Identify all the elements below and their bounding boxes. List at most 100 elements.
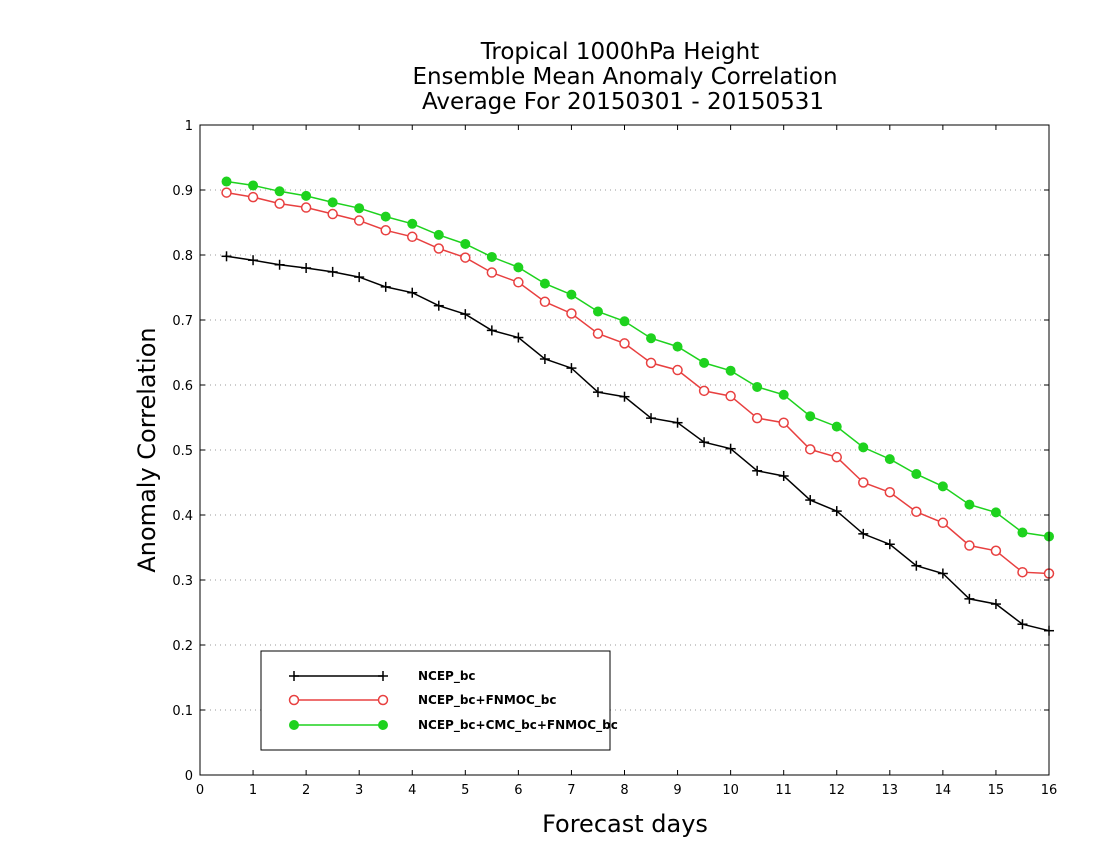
- title-line-3: Average For 20150301 - 20150531: [422, 89, 824, 115]
- data-point: [433, 229, 444, 240]
- data-point: [725, 390, 736, 402]
- legend-marker: [288, 694, 300, 706]
- data-point: [752, 465, 763, 476]
- legend-marker: [377, 694, 389, 706]
- legend-entry: NCEP_bc+FNMOC_bc: [288, 693, 557, 708]
- data-point: [858, 528, 869, 539]
- x-tick-label: 15: [988, 783, 1005, 798]
- x-tick-label: 9: [673, 783, 681, 798]
- data-point: [592, 387, 603, 398]
- data-point: [619, 316, 630, 327]
- data-point: [990, 545, 1002, 556]
- data-point: [884, 539, 895, 550]
- axes: 00.10.20.30.40.50.60.70.80.910 1 2 3 4 5 6 7 8 9 1…: [172, 119, 1057, 798]
- x-tick-label: 8: [620, 783, 628, 798]
- legend-label: NCEP_bc: [418, 669, 476, 684]
- legend: NCEP_bc NCEP_bc+FNMOC_bc NCEP_bc+CMC_bc+FN…: [260, 650, 618, 751]
- y-tick-label: 0.7: [172, 314, 193, 329]
- x-tick-label: 14: [935, 783, 952, 798]
- data-point: [301, 190, 312, 201]
- data-point: [221, 251, 232, 262]
- chart-title: Tropical 1000hPa Height Ensemble Mean An…: [412, 39, 837, 115]
- x-tick-label: 3: [355, 783, 363, 798]
- data-point: [301, 263, 312, 273]
- y-tick-label: 0.6: [172, 379, 193, 394]
- x-tick-label: 5: [461, 783, 469, 798]
- data-point: [354, 272, 365, 283]
- plot-series: [221, 176, 1055, 636]
- data-point: [513, 262, 524, 273]
- data-point: [1017, 619, 1028, 630]
- data-point: [380, 225, 391, 236]
- data-point: [964, 593, 975, 604]
- data-point: [513, 332, 524, 343]
- x-tick-label: 13: [882, 783, 899, 798]
- data-point: [964, 540, 975, 551]
- data-point: [884, 454, 895, 465]
- series-line: [226, 255, 1050, 632]
- y-tick-label: 0: [185, 769, 193, 784]
- data-point: [486, 325, 497, 336]
- data-point: [327, 197, 338, 208]
- y-tick-label: 0.9: [172, 184, 193, 199]
- legend-marker: [289, 671, 299, 681]
- data-point: [619, 391, 630, 402]
- data-point: [592, 328, 604, 339]
- data-point: [831, 421, 842, 432]
- data-point: [699, 357, 710, 368]
- legend-entry: NCEP_bc+CMC_bc+FNMOC_bc: [289, 718, 618, 733]
- x-tick-label: 2: [302, 783, 310, 798]
- legend-entry: NCEP_bc: [289, 669, 476, 684]
- data-point: [407, 231, 418, 243]
- data-point: [353, 215, 365, 226]
- data-point: [751, 412, 763, 424]
- data-point: [433, 300, 444, 311]
- data-point: [221, 176, 232, 187]
- data-point: [990, 599, 1001, 610]
- data-point: [433, 243, 445, 254]
- data-point: [486, 251, 497, 262]
- data-point: [566, 363, 577, 374]
- series-line: [226, 180, 1050, 538]
- data-point: [937, 517, 949, 529]
- data-point: [486, 267, 498, 278]
- legend-entries: NCEP_bc NCEP_bc+FNMOC_bc NCEP_bc+CMC_bc+FN…: [288, 669, 618, 733]
- data-point: [221, 187, 232, 198]
- data-point: [805, 495, 816, 506]
- data-point: [539, 354, 550, 364]
- x-tick-label: 11: [775, 783, 792, 798]
- data-point: [672, 417, 683, 428]
- data-point: [248, 180, 259, 191]
- data-point: [725, 365, 736, 376]
- data-point: [646, 333, 657, 344]
- legend-label: NCEP_bc+FNMOC_bc: [418, 693, 557, 708]
- x-tick-label: 10: [722, 783, 739, 798]
- data-point: [274, 186, 285, 197]
- title-line-2: Ensemble Mean Anomaly Correlation: [412, 64, 837, 90]
- data-point: [592, 306, 603, 317]
- data-point: [274, 259, 285, 270]
- data-point: [725, 443, 736, 454]
- data-point: [699, 437, 710, 448]
- series-3: [221, 176, 1054, 542]
- data-point: [831, 506, 842, 517]
- x-tick-label: 0: [196, 783, 204, 798]
- legend-marker: [289, 720, 299, 730]
- y-tick-label: 0.2: [172, 639, 193, 654]
- data-point: [539, 278, 550, 289]
- legend-label: NCEP_bc+CMC_bc+FNMOC_bc: [418, 718, 618, 733]
- data-point: [937, 568, 948, 579]
- x-tick-label: 6: [514, 783, 522, 798]
- data-point: [407, 287, 418, 298]
- data-point: [964, 499, 975, 510]
- x-tick-label: 7: [567, 783, 575, 798]
- data-point: [513, 277, 524, 288]
- data-point: [460, 252, 471, 263]
- data-point: [248, 255, 259, 266]
- data-point: [831, 451, 842, 463]
- data-point: [380, 281, 391, 292]
- data-point: [990, 507, 1001, 518]
- y-tick-label: 1: [185, 119, 193, 134]
- data-point: [752, 381, 763, 392]
